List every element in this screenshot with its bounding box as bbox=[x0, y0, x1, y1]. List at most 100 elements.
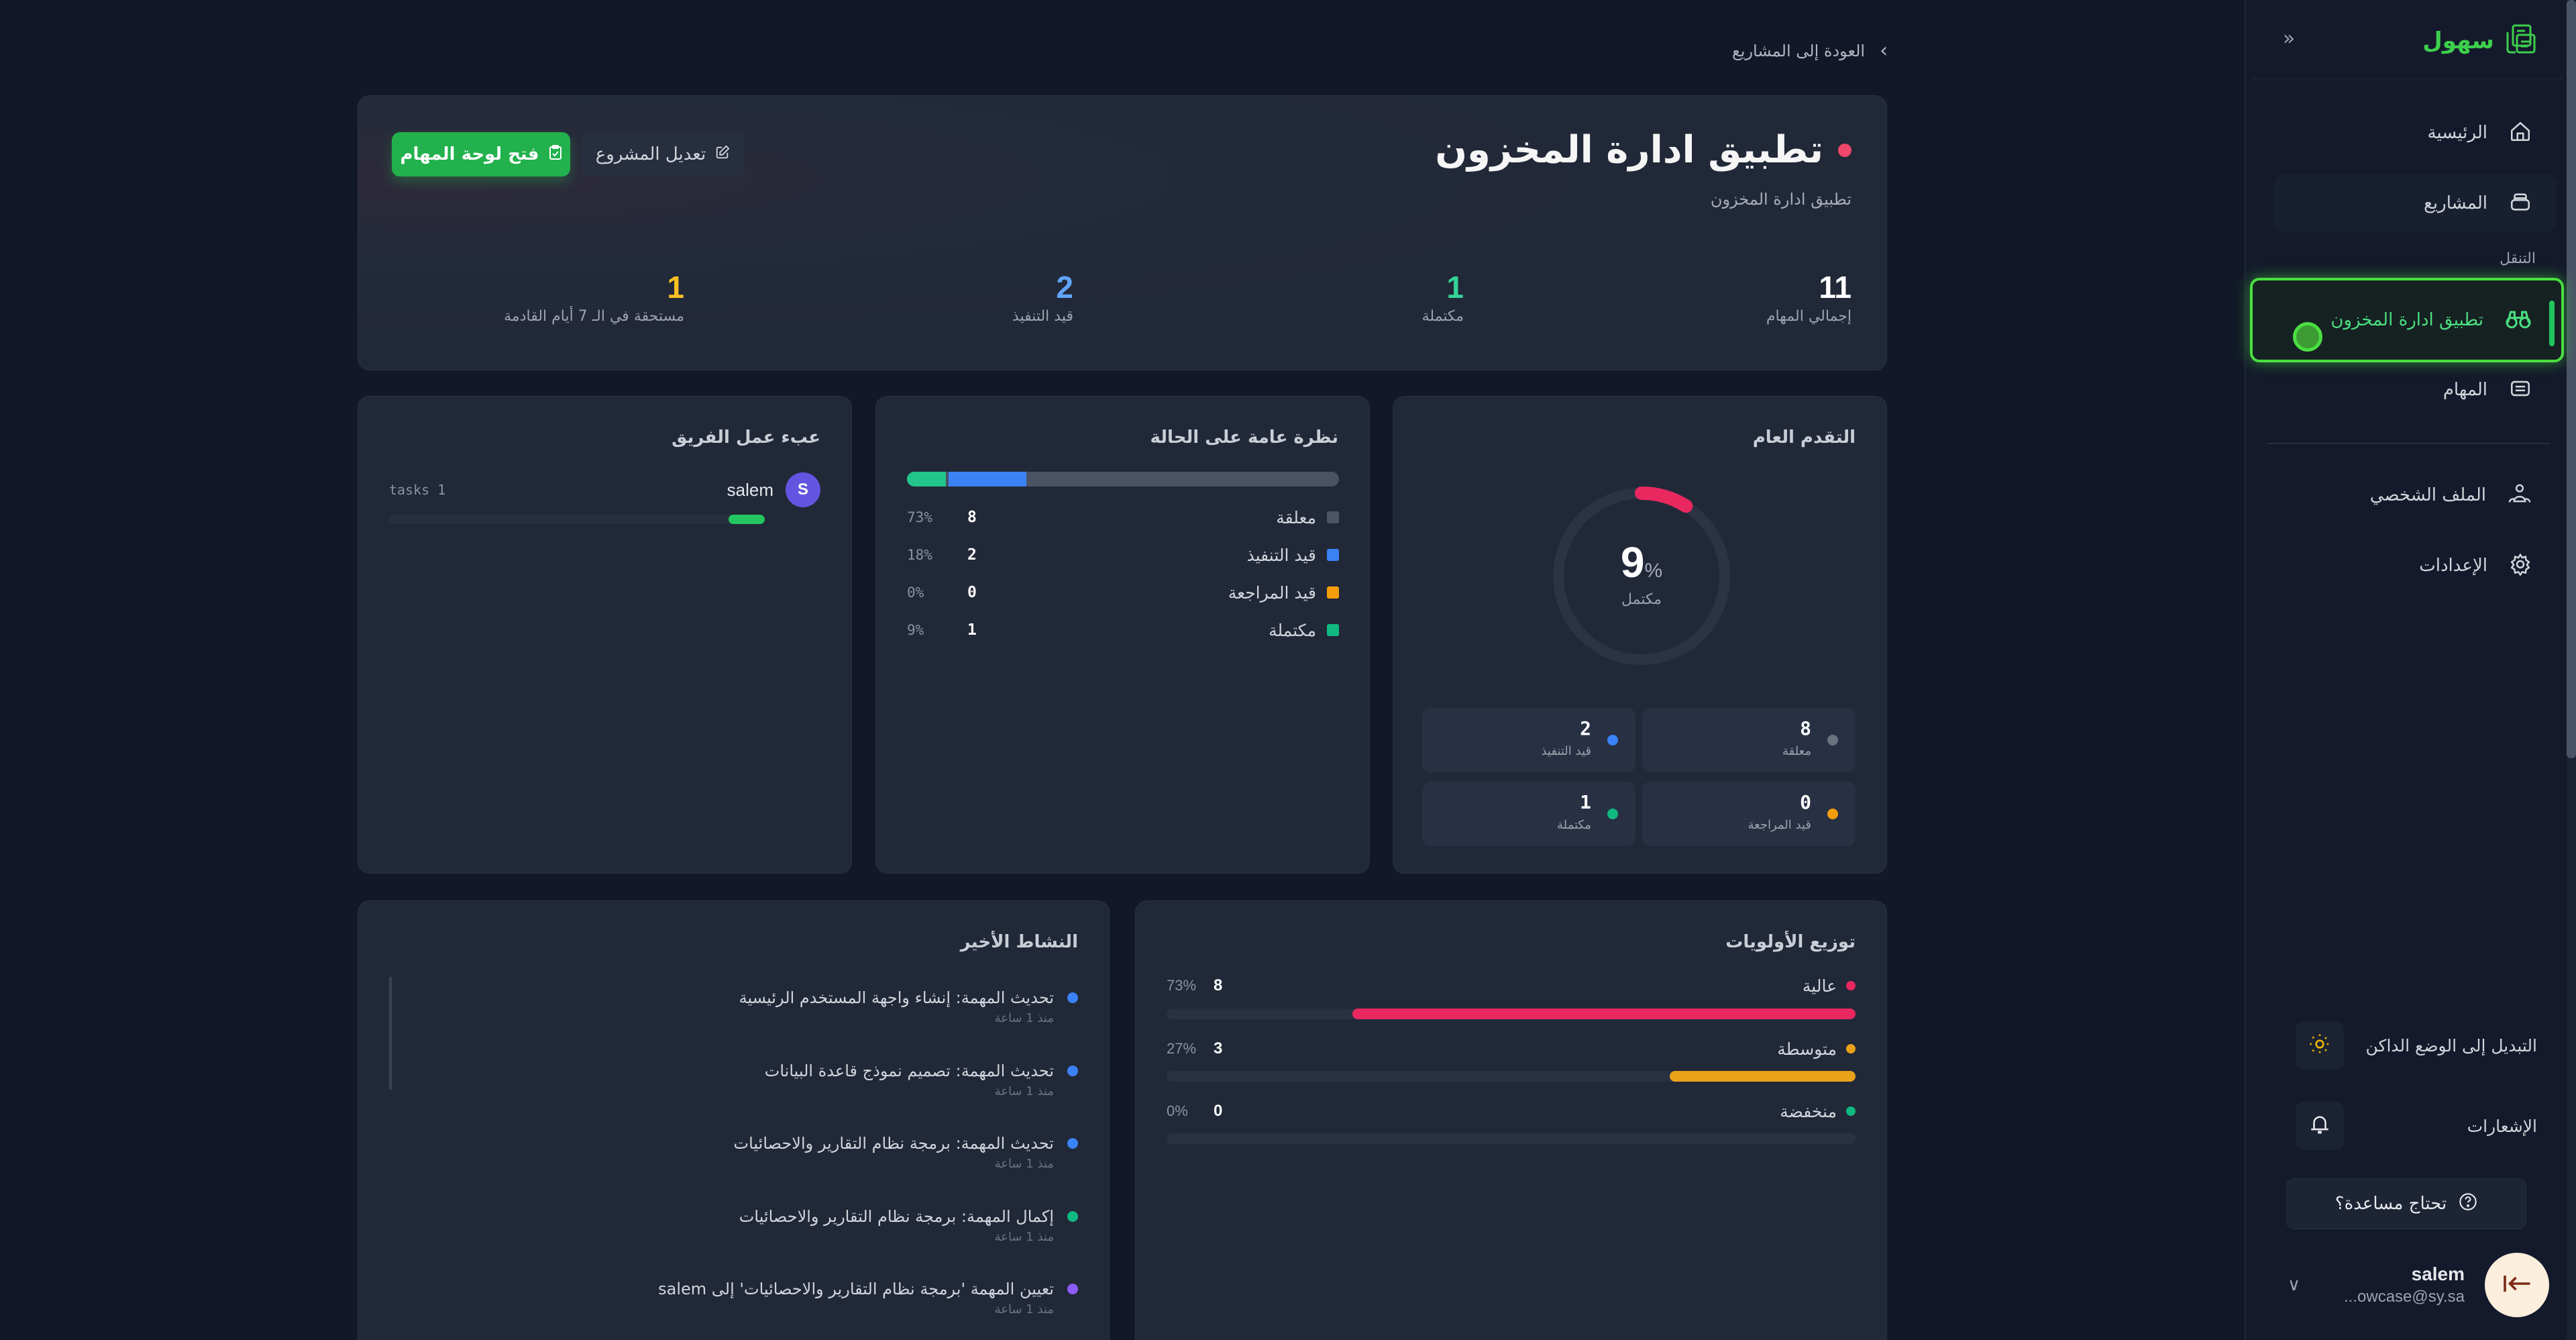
status-dot bbox=[1827, 735, 1838, 745]
priority-dot bbox=[1846, 981, 1856, 990]
theme-toggle-button[interactable] bbox=[2296, 1021, 2344, 1070]
priority-bar-medium bbox=[1167, 1071, 1856, 1082]
priority-bar-low bbox=[1167, 1133, 1856, 1144]
open-task-board-button[interactable]: فتح لوحة المهام bbox=[392, 132, 570, 176]
priority-distribution-card: توزيع الأولويات 73% 8 عالية 27% 3 متوسطة… bbox=[1135, 900, 1887, 1340]
activity-text: تحديث المهمة: إنشاء واجهة المستخدم الرئي… bbox=[739, 988, 1054, 1007]
status-percent: 9% bbox=[907, 622, 924, 638]
sidebar-item-label: تطبيق ادارة المخزون bbox=[2330, 310, 2483, 330]
status-row-completed: 9% 1 مكتملة bbox=[907, 617, 1339, 643]
progress-percent: 9% bbox=[1620, 538, 1663, 586]
help-button[interactable]: تحتاج مساعدة؟ bbox=[2286, 1178, 2526, 1229]
tile-label: قيد التنفيذ bbox=[1541, 744, 1591, 758]
status-tile-in-progress: 2 قيد التنفيذ bbox=[1422, 708, 1635, 772]
user-name: salem bbox=[2411, 1264, 2465, 1284]
priority-count: 0 bbox=[1214, 1102, 1223, 1120]
bell-icon bbox=[2308, 1113, 2331, 1139]
priority-bar-fill bbox=[1669, 1071, 1856, 1082]
sidebar-scrollbar[interactable] bbox=[2567, 0, 2576, 1340]
priority-label: منخفضة bbox=[1780, 1101, 1837, 1121]
sidebar-item-label: الرئيسية bbox=[2427, 123, 2487, 143]
priority-label: عالية bbox=[1802, 976, 1837, 996]
activity-text: تحديث المهمة: برمجة نظام التقارير والاحص… bbox=[733, 1134, 1054, 1153]
activity-dot bbox=[1067, 1138, 1078, 1149]
activity-item: تحديث المهمة: تصميم نموذج قاعدة البيانات… bbox=[474, 1062, 1078, 1098]
sidebar-item-label: المشاريع bbox=[2424, 193, 2487, 213]
overall-progress-card: التقدم العام 9% مكتمل 8 معلقة 2 قيد التن… bbox=[1393, 396, 1887, 874]
activity-text: تحديث المهمة: تصميم نموذج قاعدة البيانات bbox=[764, 1062, 1054, 1080]
status-count: 2 bbox=[967, 546, 977, 564]
priority-dot bbox=[1846, 1044, 1856, 1053]
priority-bar-high bbox=[1167, 1009, 1856, 1019]
sidebar-item-active-project[interactable]: تطبيق ادارة المخزون bbox=[2250, 278, 2564, 362]
tile-value: 1 bbox=[1580, 791, 1591, 813]
sidebar-item-home[interactable]: الرئيسية bbox=[2274, 104, 2556, 162]
collapse-sidebar-button[interactable]: » bbox=[2275, 25, 2302, 52]
sidebar-item-label: المهام bbox=[2443, 380, 2487, 400]
bar-segment-in-progress bbox=[948, 472, 1026, 486]
stat-in-progress: 2 قيد التنفيذ bbox=[1012, 269, 1073, 325]
theme-toggle-row[interactable]: التبديل إلى الوضع الداكن bbox=[2296, 1021, 2537, 1070]
sidebar-item-projects[interactable]: المشاريع bbox=[2274, 174, 2556, 232]
activity-time: منذ 1 ساعة bbox=[994, 1230, 1054, 1244]
sidebar-scrollbar-thumb[interactable] bbox=[2567, 0, 2576, 758]
activity-item: تعيين المهمة 'برمجة نظام التقارير والاحص… bbox=[474, 1280, 1078, 1317]
sidebar-item-label: الملف الشخصي bbox=[2369, 485, 2486, 505]
activity-dot bbox=[1067, 1211, 1078, 1222]
priority-row-high: 73% 8 عالية bbox=[1167, 972, 1856, 999]
legend-swatch bbox=[1327, 624, 1339, 636]
priority-label: متوسطة bbox=[1777, 1039, 1837, 1059]
activity-item: إكمال المهمة: برمجة نظام التقارير والاحص… bbox=[474, 1207, 1078, 1244]
edit-project-label: تعديل المشروع bbox=[595, 144, 706, 164]
status-row-in-progress: 18% 2 قيد التنفيذ bbox=[907, 542, 1339, 568]
sidebar-item-profile[interactable]: الملف الشخصي bbox=[2274, 466, 2556, 524]
status-percent: 0% bbox=[907, 584, 924, 601]
sun-icon bbox=[2309, 1033, 2330, 1058]
home-icon bbox=[2509, 120, 2532, 146]
notifications-row[interactable]: الإشعارات bbox=[2296, 1102, 2537, 1150]
status-dot bbox=[1607, 809, 1618, 819]
clipboard-check-icon bbox=[549, 144, 562, 164]
sidebar: سهول » الرئيسية المشاريع التنقل تطبيق اد… bbox=[2245, 0, 2576, 1340]
sidebar-item-settings[interactable]: الإعدادات bbox=[2274, 537, 2556, 595]
workload-bar-fill bbox=[729, 515, 765, 524]
activity-time: منذ 1 ساعة bbox=[994, 1084, 1054, 1098]
activity-text: تعيين المهمة 'برمجة نظام التقارير والاحص… bbox=[658, 1280, 1054, 1298]
sidebar-item-label: الإعدادات bbox=[2419, 556, 2487, 576]
activity-text: إكمال المهمة: برمجة نظام التقارير والاحص… bbox=[739, 1207, 1054, 1226]
chevron-down-icon[interactable]: ∨ bbox=[2288, 1275, 2301, 1295]
help-circle-icon bbox=[2459, 1192, 2477, 1216]
stat-label: إجمالي المهام bbox=[1766, 308, 1851, 325]
priority-dot bbox=[1846, 1106, 1856, 1116]
users-icon bbox=[2508, 482, 2532, 508]
active-indicator bbox=[2549, 301, 2555, 346]
priority-count: 3 bbox=[1214, 1039, 1223, 1058]
brand[interactable]: سهول bbox=[2422, 23, 2537, 59]
notifications-button[interactable] bbox=[2296, 1102, 2344, 1150]
panel-title: عبء عمل الفريق bbox=[672, 427, 820, 448]
priority-row-low: 0% 0 منخفضة bbox=[1167, 1098, 1856, 1125]
logout-button[interactable] bbox=[2485, 1253, 2549, 1317]
binoculars-icon bbox=[2505, 307, 2532, 333]
gear-icon bbox=[2509, 553, 2532, 578]
stat-label: قيد التنفيذ bbox=[1012, 308, 1073, 325]
stat-value: 1 bbox=[1446, 270, 1464, 305]
recent-activity-card: النشاط الأخير تحديث المهمة: إنشاء واجهة … bbox=[358, 900, 1110, 1340]
user-menu[interactable]: salem ...owcase@sy.sa ∨ bbox=[2274, 1248, 2549, 1322]
bar-segment-completed bbox=[907, 472, 946, 486]
edit-project-button[interactable]: تعديل المشروع bbox=[581, 132, 745, 176]
sidebar-item-tasks[interactable]: المهام bbox=[2274, 361, 2556, 419]
status-label: قيد التنفيذ bbox=[1246, 545, 1316, 565]
activity-dot bbox=[1067, 1066, 1078, 1076]
back-to-projects-link[interactable]: › العودة إلى المشاريع bbox=[1732, 39, 1888, 62]
priority-count: 8 bbox=[1214, 976, 1223, 994]
status-tile-pending: 8 معلقة bbox=[1642, 708, 1856, 772]
double-chevron-right-icon: » bbox=[2282, 27, 2296, 50]
list-icon bbox=[2509, 377, 2532, 403]
status-percent: 73% bbox=[907, 509, 932, 525]
status-count: 0 bbox=[967, 584, 977, 601]
stat-completed: 1 مكتملة bbox=[1422, 269, 1464, 325]
activity-scrollbar[interactable] bbox=[389, 977, 392, 1090]
priority-percent: 27% bbox=[1167, 1040, 1197, 1057]
project-description: تطبيق ادارة المخزون bbox=[1710, 190, 1851, 209]
